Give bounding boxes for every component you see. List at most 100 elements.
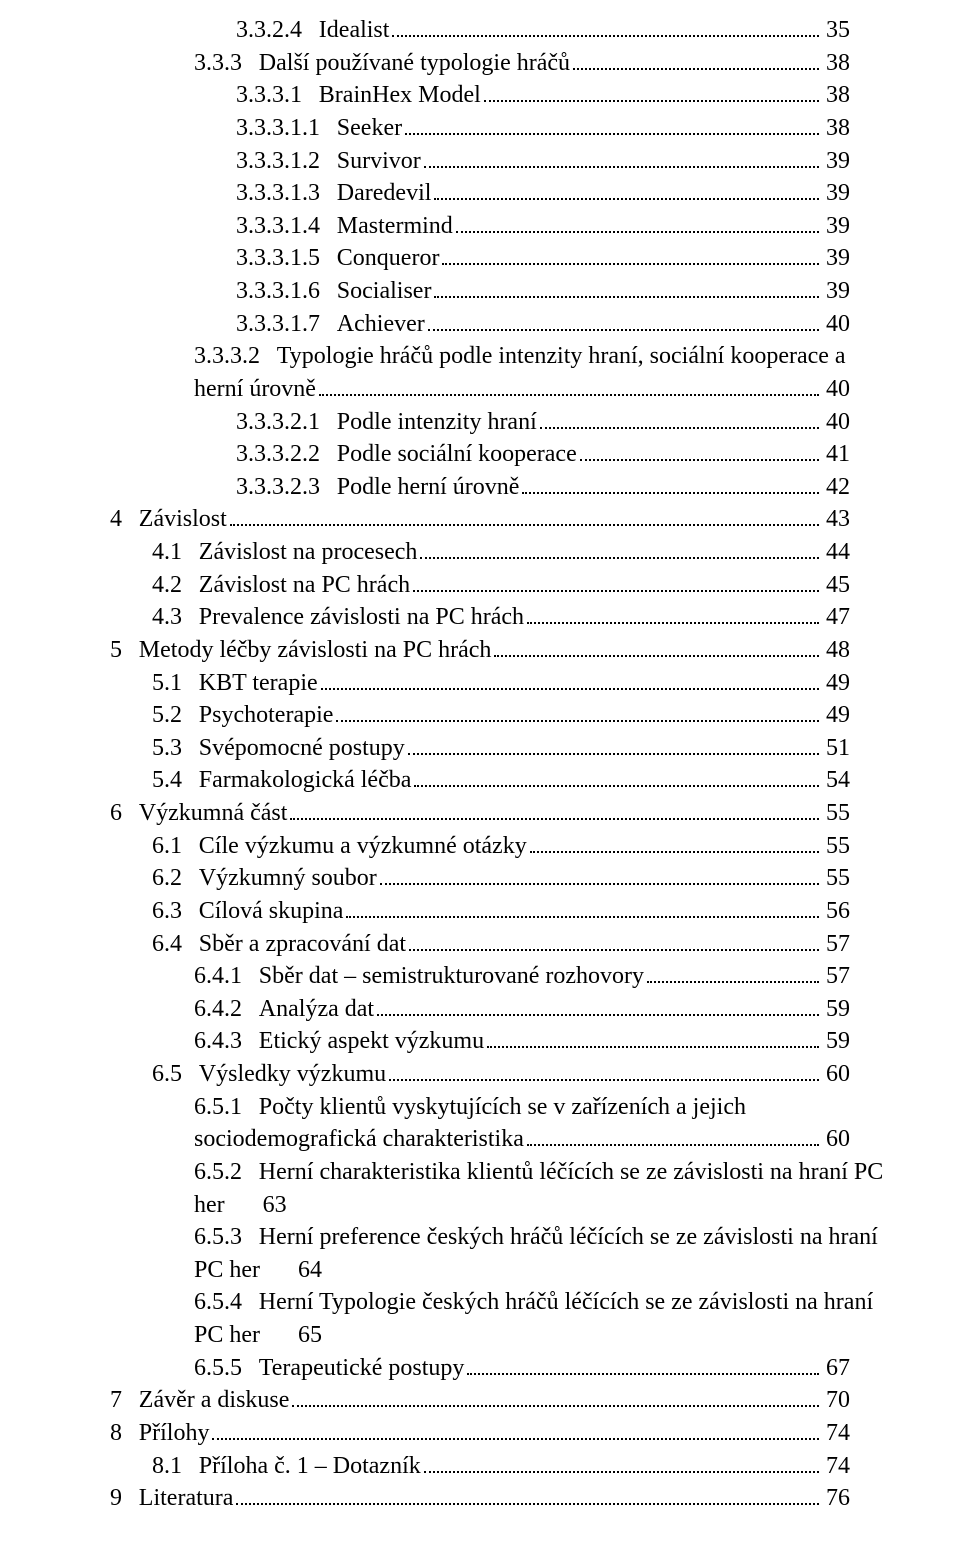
- toc-title: Literatura: [139, 1482, 234, 1515]
- toc-title: Výsledky výzkumu: [199, 1058, 386, 1091]
- toc-entry: 5.4Farmakologická léčba54: [110, 764, 850, 797]
- dot-leader: [522, 479, 819, 494]
- dot-leader: [494, 642, 819, 657]
- toc-number: 3.3.3.1.6: [236, 275, 337, 308]
- dot-leader: [467, 1359, 819, 1374]
- toc-entry: 6.5.4Herní Typologie českých hráčů léčíc…: [110, 1286, 850, 1319]
- dot-leader: [389, 1066, 819, 1081]
- toc-title: Podle herní úrovně: [337, 471, 520, 504]
- toc-title: Achiever: [337, 308, 425, 341]
- toc-number: 3.3.3.1.4: [236, 210, 337, 243]
- dot-leader: [420, 544, 819, 559]
- toc-entry: 4.1Závislost na procesech44: [110, 536, 850, 569]
- toc-page: 59: [822, 993, 850, 1026]
- toc-number: 6.5: [152, 1058, 199, 1091]
- toc-number: 6.2: [152, 862, 199, 895]
- dot-leader: [380, 870, 819, 885]
- toc-number: 7: [110, 1384, 139, 1417]
- toc-entry: 6.5.3Herní preference českých hráčů léčí…: [110, 1221, 850, 1254]
- toc-title: Svépomocné postupy: [199, 732, 405, 765]
- toc-title: Etický aspekt výzkumu: [259, 1025, 484, 1058]
- toc-number: 6.5.5: [194, 1352, 259, 1385]
- toc-title: Cílová skupina: [199, 895, 344, 928]
- dot-leader: [377, 1001, 819, 1016]
- toc-page: 74: [822, 1450, 850, 1483]
- toc-page: 41: [822, 438, 850, 471]
- toc-entry: 3.3.3.1.5Conqueror39: [110, 242, 850, 275]
- toc-page: 63: [263, 1189, 287, 1222]
- dot-leader: [392, 22, 819, 37]
- toc-title: Počty klientů vyskytujících se v zařízen…: [259, 1091, 746, 1124]
- toc-page: 56: [822, 895, 850, 928]
- dot-leader: [530, 837, 819, 852]
- toc-entry-continuation: herní úrovně40: [110, 373, 850, 406]
- toc-page: 39: [822, 275, 850, 308]
- toc-title: PC her: [194, 1254, 260, 1287]
- toc-number: 8: [110, 1417, 139, 1450]
- toc-entry: 4.3Prevalence závislosti na PC hrách47: [110, 601, 850, 634]
- toc-title: Conqueror: [337, 242, 440, 275]
- toc-entry: 6.2Výzkumný soubor 55: [110, 862, 850, 895]
- dot-leader: [540, 413, 819, 428]
- toc-entry-continuation: sociodemografická charakteristika 60: [110, 1123, 850, 1156]
- toc-number: 4.1: [152, 536, 199, 569]
- dot-leader: [580, 446, 819, 461]
- toc-number: 3.3.3: [194, 47, 259, 80]
- toc-entry: 6.3Cílová skupina 56: [110, 895, 850, 928]
- toc-number: 5.4: [152, 764, 199, 797]
- toc-entry-continuation: PC her65: [110, 1319, 850, 1352]
- toc-number: 3.3.3.1.7: [236, 308, 337, 341]
- toc-title: Závislost: [139, 503, 227, 536]
- dot-leader: [456, 218, 819, 233]
- toc-title: Závislost na PC hrách: [199, 569, 410, 602]
- toc-entry: 5.3Svépomocné postupy51: [110, 732, 850, 765]
- toc-number: 5.1: [152, 667, 199, 700]
- toc-page: 45: [822, 569, 850, 602]
- toc-entry: 6.5.1Počty klientů vyskytujících se v za…: [110, 1091, 850, 1124]
- toc-title: KBT terapie: [199, 667, 318, 700]
- toc-page: 49: [822, 667, 850, 700]
- toc-entry: 3.3.3.2.3Podle herní úrovně42: [110, 471, 850, 504]
- toc-number: 8.1: [152, 1450, 199, 1483]
- toc-number: 4.3: [152, 601, 199, 634]
- toc-title: herní úrovně: [194, 373, 316, 406]
- toc-number: 6.3: [152, 895, 199, 928]
- toc-page: 64: [298, 1254, 322, 1287]
- toc-title: PC her: [194, 1319, 260, 1352]
- dot-leader: [573, 54, 819, 69]
- toc-entry: 3.3.3.1.4Mastermind39: [110, 210, 850, 243]
- toc-page: 59: [822, 1025, 850, 1058]
- toc-page: 49: [822, 699, 850, 732]
- toc-page: 60: [822, 1123, 850, 1156]
- dot-leader: [321, 674, 819, 689]
- toc-entry: 3.3.3.1.7Achiever40: [110, 308, 850, 341]
- toc-entry: 6Výzkumná část55: [110, 797, 850, 830]
- dot-leader: [230, 511, 819, 526]
- toc-number: 6.4.2: [194, 993, 259, 1026]
- toc-page: 40: [822, 406, 850, 439]
- toc-page: 48: [822, 634, 850, 667]
- toc-entry: 6.1Cíle výzkumu a výzkumné otázky55: [110, 830, 850, 863]
- toc-page: 38: [822, 112, 850, 145]
- toc-number: 6: [110, 797, 139, 830]
- toc-entry: 3.3.3.2.2Podle sociální kooperace41: [110, 438, 850, 471]
- toc-number: 5.2: [152, 699, 199, 732]
- toc-number: 3.3.3.2: [194, 340, 277, 373]
- toc-title: Terapeutické postupy: [259, 1352, 465, 1385]
- toc-title: her: [194, 1189, 225, 1222]
- toc-title: sociodemografická charakteristika: [194, 1123, 524, 1156]
- toc-title: Výzkumný soubor: [199, 862, 377, 895]
- toc-title: Přílohy: [139, 1417, 210, 1450]
- dot-leader: [442, 250, 819, 265]
- toc-entry: 8.1Příloha č. 1 – Dotazník74: [110, 1450, 850, 1483]
- toc-entry: 7Závěr a diskuse70: [110, 1384, 850, 1417]
- toc-page: 55: [822, 797, 850, 830]
- toc-entry: 6.4Sběr a zpracování dat57: [110, 928, 850, 961]
- toc-page: 70: [822, 1384, 850, 1417]
- dot-leader: [236, 1490, 819, 1505]
- toc-page: 55: [822, 862, 850, 895]
- toc-page: 39: [822, 177, 850, 210]
- toc-entry: 6.4.2Analýza dat59: [110, 993, 850, 1026]
- dot-leader: [346, 903, 819, 918]
- dot-leader: [413, 576, 819, 591]
